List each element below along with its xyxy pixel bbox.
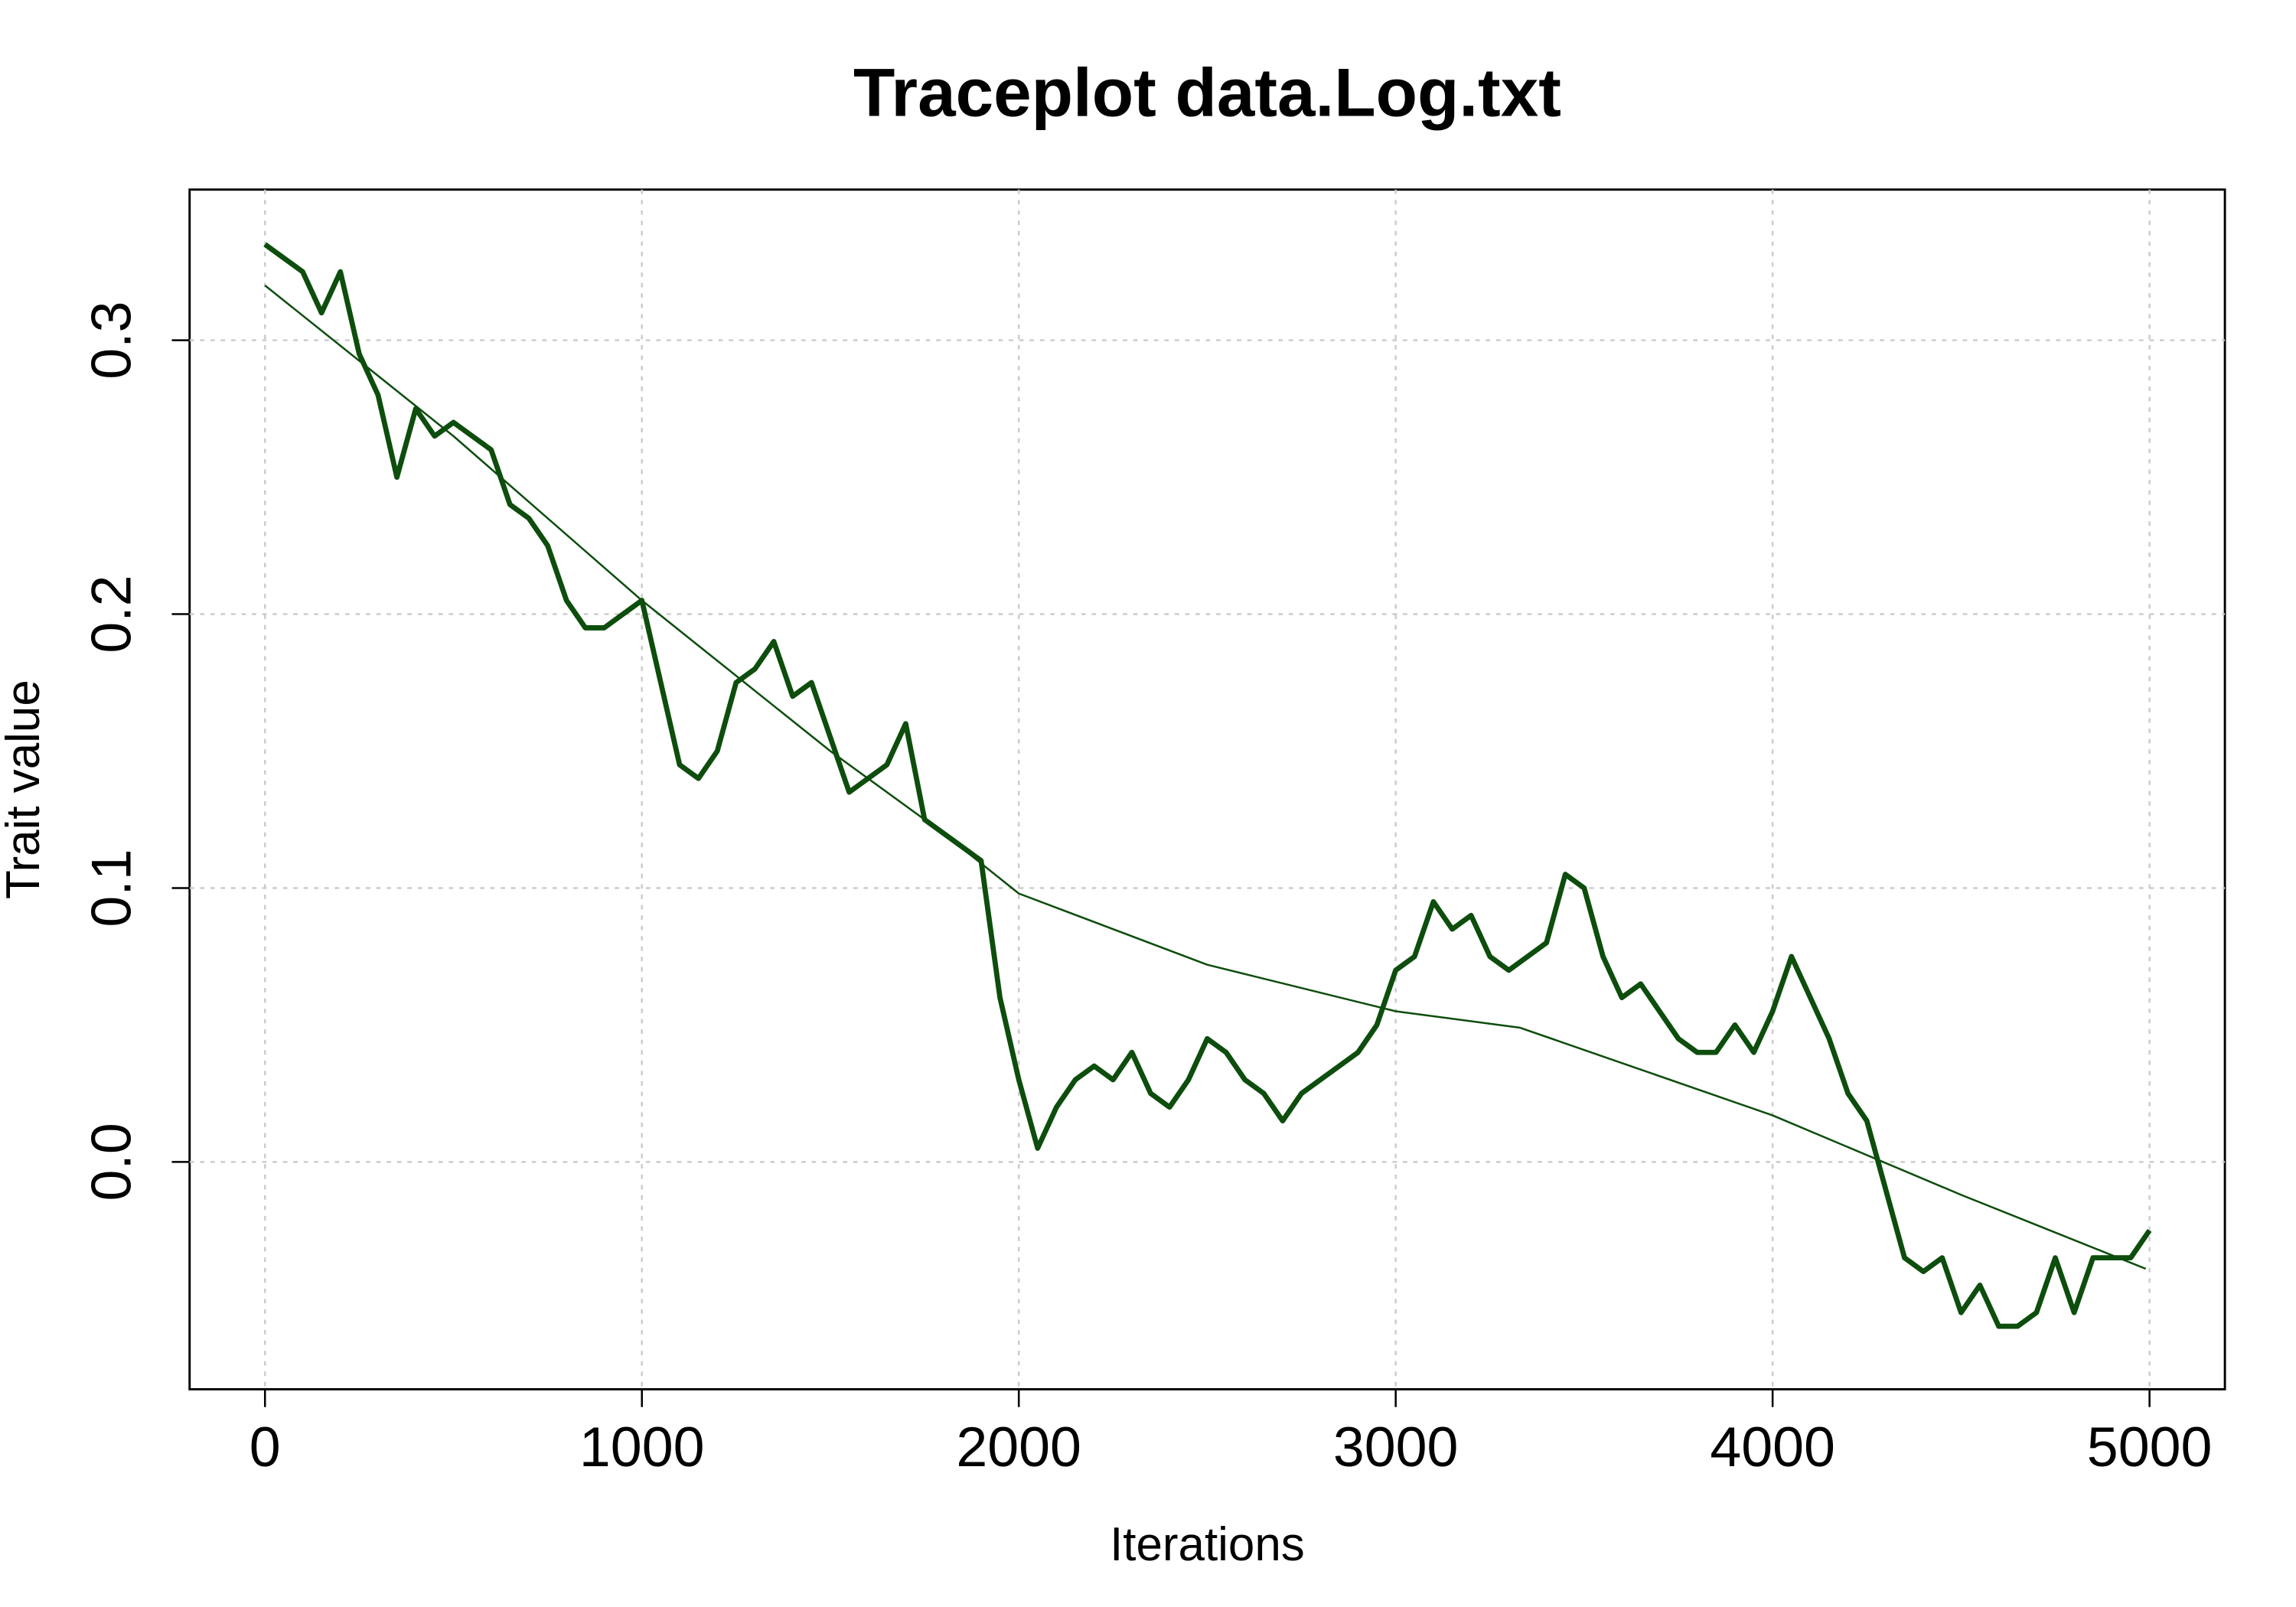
y-axis-label: Trait value [0,680,50,899]
x-axis-label: Iterations [1110,1518,1305,1571]
x-tick-label: 1000 [579,1415,705,1478]
series-line [264,285,2147,1270]
y-tick-label: 0.0 [79,1123,142,1201]
x-tick-label: 0 [249,1415,281,1478]
x-tick-label: 2000 [956,1415,1081,1478]
x-tick-label: 3000 [1333,1415,1459,1478]
plot-frame [188,188,2226,1390]
x-tick-label: 4000 [1710,1415,1835,1478]
y-tick-label: 0.1 [79,849,142,927]
series-line [263,242,2152,1329]
y-tick-label: 0.2 [79,575,142,653]
y-tick-label: 0.3 [79,301,142,379]
chart-title: Traceplot data.Log.txt [853,54,1561,130]
x-tick-label: 5000 [2087,1415,2213,1478]
